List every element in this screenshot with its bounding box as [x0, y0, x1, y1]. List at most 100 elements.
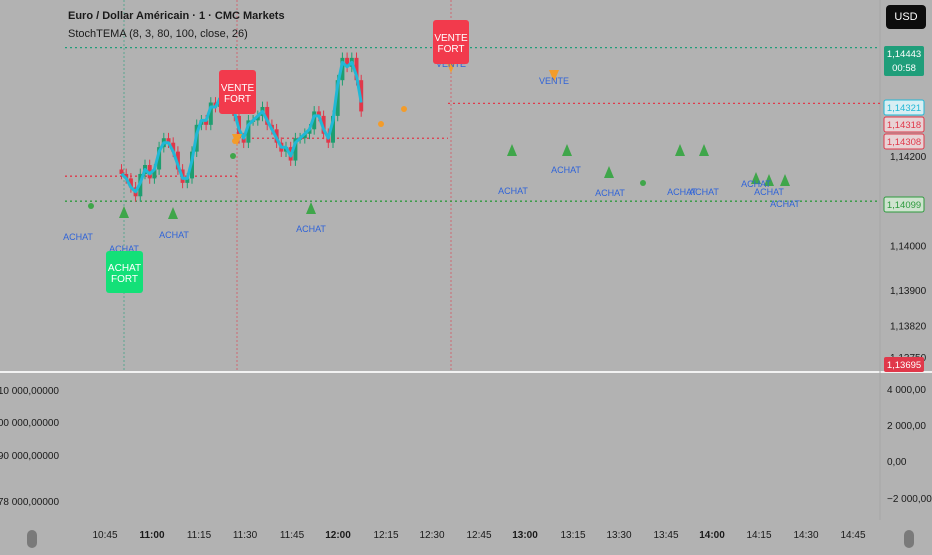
- buy-label: ACHAT: [109, 244, 139, 254]
- countdown-label: 00:58: [892, 63, 916, 74]
- y-tick-label: 1,14000: [890, 241, 927, 252]
- x-tick-label: 12:00: [325, 530, 351, 541]
- price-label: 1,14318: [887, 120, 921, 131]
- buy-dot-marker: [640, 180, 646, 186]
- x-tick-label: 14:45: [840, 530, 865, 541]
- candle-body: [208, 102, 213, 125]
- scroll-left-handle[interactable]: [27, 530, 37, 548]
- tema-line: [120, 60, 363, 194]
- buy-triangle-marker: [507, 144, 517, 156]
- buy-triangle-marker: [764, 174, 774, 186]
- candle-body: [331, 115, 335, 143]
- sell-triangle-marker: [549, 70, 559, 82]
- buy-label: ACHAT: [741, 179, 771, 189]
- candle-body: [157, 147, 162, 170]
- x-tick-label: 13:45: [653, 530, 678, 541]
- sell-triangle-marker: [232, 134, 242, 146]
- buy-label: ACHAT: [754, 187, 784, 197]
- x-tick-label: 11:00: [139, 530, 164, 541]
- x-tick-label: 10:45: [92, 530, 117, 541]
- price-label: 1,14099: [887, 200, 921, 211]
- scroll-right-handle[interactable]: [904, 530, 914, 548]
- buy-label: ACHAT: [498, 186, 528, 196]
- buy-dot-marker: [88, 203, 94, 209]
- candle-body: [354, 57, 359, 81]
- buy-label: ACHAT: [296, 224, 326, 234]
- strong-buy-label: FORT: [111, 274, 138, 285]
- x-tick-label: 11:30: [233, 530, 258, 541]
- osc-left-tick: 78 000,00000: [0, 497, 59, 508]
- candle-body: [307, 129, 312, 134]
- candle-body: [246, 120, 251, 143]
- buy-label: ACHAT: [595, 188, 625, 198]
- x-tick-label: 12:45: [466, 530, 491, 541]
- osc-left-tick: 90 000,00000: [0, 451, 59, 462]
- strong-sell-label: FORT: [224, 94, 251, 105]
- buy-label: ACHAT: [689, 187, 719, 197]
- x-tick-label: 14:30: [793, 530, 818, 541]
- buy-triangle-marker: [699, 144, 709, 156]
- candle-body: [124, 173, 129, 179]
- strong-buy-box: [106, 251, 143, 293]
- candle-body: [152, 169, 157, 179]
- strong-sell-label: FORT: [437, 44, 464, 55]
- osc-right-tick: 4 000,00: [887, 385, 926, 396]
- currency-button[interactable]: USD: [886, 5, 926, 29]
- y-tick-label: 1,13820: [890, 322, 927, 333]
- price-label: 1,14321: [887, 103, 921, 114]
- strong-sell-box: [219, 70, 256, 114]
- candle-body: [204, 120, 209, 125]
- buy-label: ACHAT: [551, 165, 581, 175]
- sell-dot-marker: [401, 106, 407, 112]
- strong-sell-label: VENTE: [434, 33, 468, 44]
- indicator-title: StochTEMA (8, 3, 80, 100, close, 26): [68, 28, 248, 40]
- candle-body: [316, 111, 321, 116]
- x-tick-label: 12:15: [373, 530, 398, 541]
- candle-body: [171, 142, 176, 152]
- buy-triangle-marker: [119, 206, 129, 218]
- candle-body: [345, 57, 350, 67]
- x-tick-label: 11:15: [187, 530, 212, 541]
- candle-body: [265, 106, 270, 125]
- candle-body: [128, 178, 133, 188]
- candle-body: [241, 138, 246, 143]
- osc-right-tick: 2 000,00: [887, 421, 926, 432]
- buy-triangle-marker: [306, 202, 316, 214]
- buy-triangle-marker: [562, 144, 572, 156]
- candle-body: [302, 133, 307, 139]
- price-label: 1,13695: [887, 360, 921, 371]
- x-tick-label: 14:15: [746, 530, 771, 541]
- candle-body: [293, 138, 298, 161]
- sell-dot-marker: [378, 121, 384, 127]
- buy-dot-marker: [230, 153, 236, 159]
- x-tick-label: 14:00: [699, 530, 725, 541]
- sell-label: VENTE: [539, 76, 569, 86]
- buy-triangle-marker: [780, 174, 790, 186]
- candle-body: [255, 115, 260, 121]
- price-label-box: [884, 46, 924, 76]
- buy-label: ACHAT: [770, 199, 800, 209]
- candle-body: [185, 178, 190, 183]
- y-tick-label: 1,13900: [890, 286, 927, 297]
- osc-left-tick: 110 000,00000: [0, 386, 59, 397]
- buy-triangle-marker: [168, 207, 178, 219]
- buy-triangle-marker: [751, 172, 761, 184]
- strong-sell-label: VENTE: [221, 83, 255, 94]
- y-tick-label: 1,14200: [890, 152, 927, 163]
- price-label-box: [883, 116, 925, 133]
- strong-buy-label: ACHAT: [108, 263, 141, 274]
- buy-label: ACHAT: [63, 232, 93, 242]
- price-label: 1,14308: [887, 137, 921, 148]
- price-label-box: [884, 357, 924, 372]
- buy-label: ACHAT: [159, 230, 189, 240]
- symbol-title: Euro / Dollar Américain · 1 · CMC Market…: [68, 10, 285, 22]
- x-tick-label: 13:00: [512, 530, 538, 541]
- buy-label: ACHAT: [667, 187, 697, 197]
- price-label-box: [883, 133, 925, 150]
- buy-triangle-marker: [604, 166, 614, 178]
- price-label-box: [883, 99, 925, 116]
- candle-body: [335, 80, 340, 116]
- osc-right-tick: 0,00: [887, 457, 907, 468]
